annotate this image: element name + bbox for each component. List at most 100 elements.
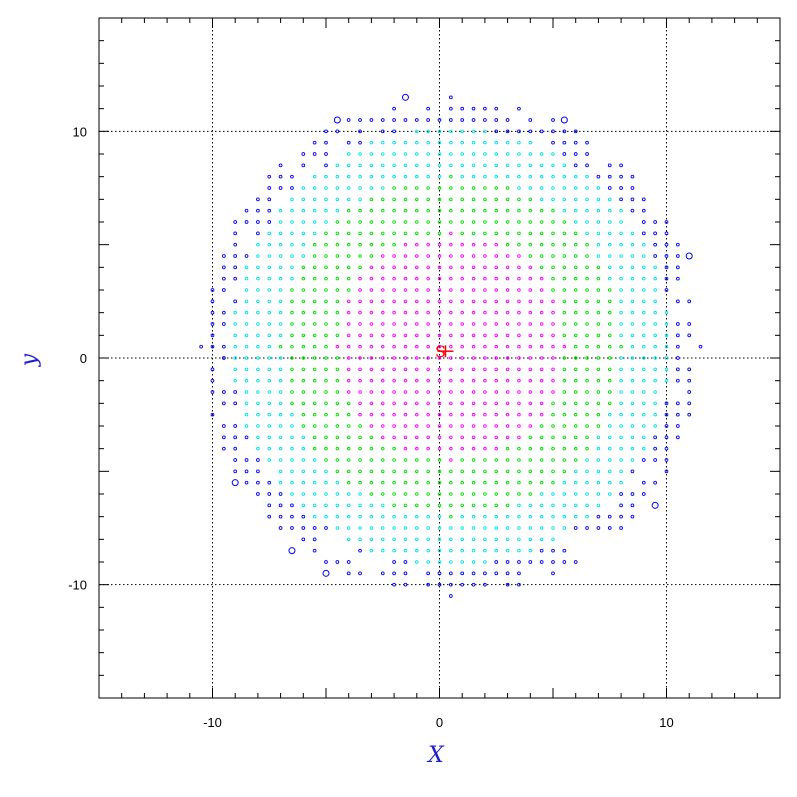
scatter-point [675, 265, 680, 270]
scatter-point [471, 265, 476, 270]
scatter-point [312, 412, 317, 417]
scatter-point [573, 310, 578, 315]
scatter-point [596, 333, 601, 338]
scatter-point [449, 129, 453, 134]
scatter-point [573, 503, 578, 508]
scatter-point [346, 299, 351, 304]
scatter-point [630, 174, 635, 179]
scatter-point [619, 344, 623, 349]
scatter-point [505, 163, 510, 168]
scatter-point [426, 480, 430, 485]
scatter-point [426, 242, 430, 247]
scatter-point [505, 276, 510, 281]
scatter-point [573, 299, 578, 304]
scatter-point [630, 446, 635, 451]
scatter-point [449, 118, 453, 122]
scatter-point [346, 401, 351, 406]
scatter-point [210, 412, 215, 417]
scatter-point [619, 480, 623, 485]
scatter-point [449, 186, 453, 190]
scatter-point [630, 503, 635, 508]
scatter-point [312, 220, 317, 224]
scatter-point [244, 367, 249, 372]
scatter-point [290, 480, 294, 485]
scatter-point [551, 288, 555, 292]
scatter-point [335, 446, 340, 451]
scatter-point [596, 401, 601, 406]
scatter-point [505, 390, 510, 394]
scatter-point [494, 526, 499, 530]
scatter-point [210, 378, 215, 383]
scatter-point [381, 356, 385, 360]
scatter-point [256, 299, 260, 304]
scatter-point [267, 401, 272, 406]
scatter-point [346, 163, 351, 168]
scatter-point [278, 367, 283, 372]
scatter-point [517, 582, 521, 587]
scatter-point [437, 458, 442, 462]
scatter-point [471, 140, 476, 145]
scatter-point [471, 548, 476, 553]
scatter-point [596, 310, 601, 315]
scatter-point [528, 174, 533, 179]
scatter-point [199, 344, 203, 349]
scatter-point [392, 174, 396, 179]
scatter-point [517, 480, 521, 485]
scatter-point [505, 378, 510, 383]
scatter-point [517, 197, 521, 202]
scatter-point [358, 458, 362, 462]
scatter-point [346, 356, 351, 360]
scatter-point [358, 492, 362, 496]
scatter-point [551, 220, 555, 224]
scatter-point [471, 174, 476, 179]
scatter-point [290, 412, 294, 417]
scatter-point [505, 548, 510, 553]
scatter-point [528, 118, 533, 122]
scatter-point [403, 424, 408, 428]
scatter-point [244, 469, 249, 474]
scatter-point [664, 458, 669, 462]
scatter-point [267, 310, 272, 315]
scatter-point [675, 424, 680, 428]
scatter-point [312, 254, 317, 258]
scatter-point [415, 367, 419, 372]
scatter-point [403, 356, 408, 360]
scatter-point [539, 333, 544, 338]
scatter-point [415, 310, 419, 315]
scatter-point [449, 299, 453, 304]
scatter-point [460, 129, 464, 134]
scatter-point [369, 310, 374, 315]
scatter-point [585, 458, 589, 462]
scatter-point [471, 333, 476, 338]
scatter-point [312, 265, 317, 270]
scatter-point [324, 367, 328, 372]
scatter-point [335, 288, 340, 292]
scatter-point [551, 265, 555, 270]
scatter-point [596, 503, 601, 508]
scatter-point [562, 412, 567, 417]
scatter-point [630, 435, 635, 440]
scatter-point [608, 299, 612, 304]
scatter-point [335, 458, 340, 462]
scatter-point [403, 503, 408, 508]
scatter-point [437, 152, 442, 156]
scatter-point [392, 231, 396, 236]
scatter-point [290, 242, 294, 247]
tick-labels: -10 0 10 -10 0 10 [68, 124, 674, 730]
scatter-point [312, 446, 317, 451]
scatter-point [346, 265, 351, 270]
scatter-point [324, 344, 328, 349]
scatter-point [494, 435, 499, 440]
axis-ticks [98, 17, 781, 699]
scatter-point [596, 492, 601, 496]
scatter-point [426, 265, 430, 270]
scatter-point [426, 401, 430, 406]
scatter-point [642, 412, 646, 417]
scatter-point [403, 412, 408, 417]
scatter-point [471, 299, 476, 304]
scatter-point [494, 537, 499, 542]
scatter-point [641, 458, 646, 462]
scatter-point [449, 594, 453, 598]
scatter-point [437, 220, 442, 224]
scatter-point [369, 333, 374, 338]
